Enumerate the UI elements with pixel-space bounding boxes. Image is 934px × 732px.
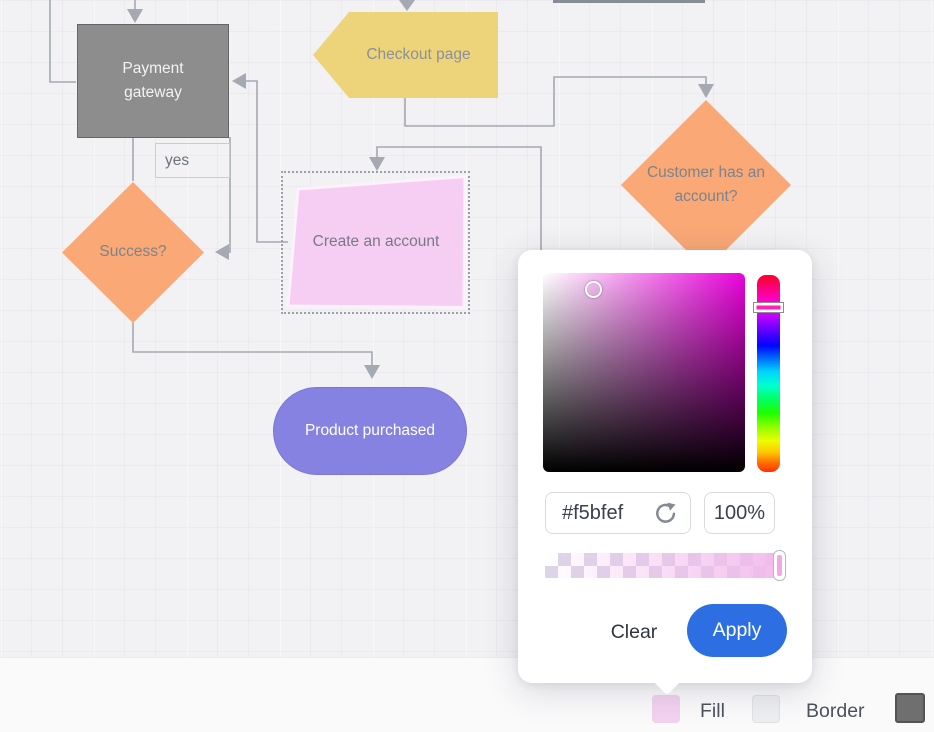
fill-color-swatch[interactable] bbox=[652, 695, 680, 723]
hex-input[interactable] bbox=[562, 501, 646, 525]
opacity-slider[interactable] bbox=[545, 550, 786, 581]
hue-slider-handle[interactable] bbox=[753, 302, 784, 313]
border-color-swatch[interactable] bbox=[752, 695, 780, 723]
node-label: Product purchased bbox=[304, 421, 436, 439]
node-label: Customer has an account? bbox=[646, 163, 766, 205]
opacity-value: 100% bbox=[713, 501, 766, 524]
apply-button[interactable]: Apply bbox=[687, 604, 787, 657]
reset-color-icon[interactable] bbox=[653, 501, 678, 526]
edge-label-yes[interactable]: yes bbox=[155, 143, 230, 178]
node-label: Payment gateway bbox=[122, 59, 184, 101]
opacity-input-field[interactable]: 100% bbox=[704, 492, 775, 534]
saturation-brightness-area[interactable] bbox=[543, 273, 745, 472]
clear-button[interactable]: Clear bbox=[602, 612, 666, 652]
hue-slider[interactable] bbox=[753, 275, 784, 472]
color-cursor[interactable] bbox=[585, 281, 602, 298]
node-label: Checkout page bbox=[366, 45, 471, 63]
hex-input-field bbox=[545, 492, 691, 534]
node-create-account[interactable]: Create an account bbox=[286, 174, 466, 310]
opacity-slider-handle[interactable] bbox=[773, 550, 786, 581]
shape-border-swatch[interactable] bbox=[895, 693, 925, 723]
color-picker-popup: 100% Clear Apply bbox=[518, 250, 812, 696]
node-checkout-page[interactable]: Checkout page bbox=[313, 12, 498, 98]
node-label: Create an account bbox=[312, 232, 440, 250]
border-label: Border bbox=[806, 700, 865, 722]
node-product-purchased[interactable]: Product purchased bbox=[273, 387, 467, 475]
fill-label: Fill bbox=[700, 700, 725, 722]
node-label: Success? bbox=[99, 243, 167, 261]
selection-outline[interactable] bbox=[281, 171, 470, 314]
node-payment-gateway[interactable]: Payment gateway bbox=[77, 24, 229, 138]
